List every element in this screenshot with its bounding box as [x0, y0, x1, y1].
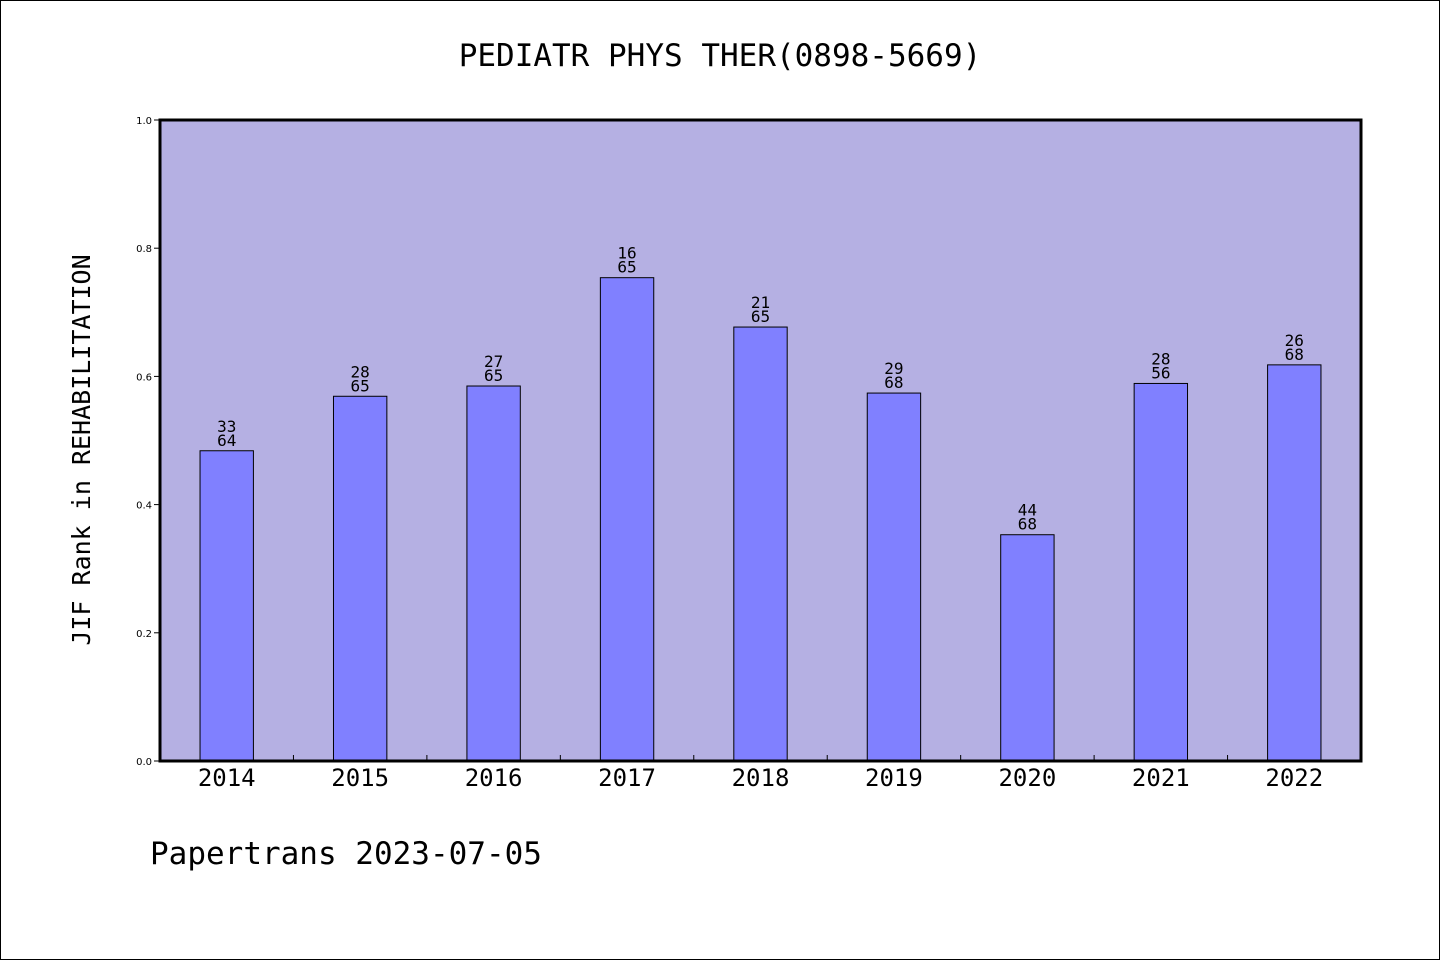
- bar-rank-label: 28: [1151, 349, 1170, 368]
- y-tick-label: 0.2: [136, 629, 152, 640]
- x-tick-label: 2020: [998, 764, 1056, 792]
- bar-rank-label: 44: [1018, 501, 1037, 520]
- bar: [199, 450, 254, 762]
- x-tick-label: 2016: [465, 764, 523, 792]
- bar: [1267, 364, 1322, 762]
- y-axis-label: JIF Rank in REHABILITATION: [67, 254, 96, 645]
- x-tick-label: 2017: [598, 764, 656, 792]
- bar: [1000, 534, 1055, 762]
- bar-total-label: 68: [884, 373, 903, 392]
- y-tick-label: 0.6: [136, 372, 152, 383]
- bar-total-label: 68: [1018, 515, 1037, 534]
- bar-rank-label: 16: [617, 244, 636, 263]
- bar: [733, 326, 788, 762]
- y-tick-label: 1.0: [136, 116, 152, 127]
- chart-title: PEDIATR PHYS THER(0898-5669): [459, 38, 982, 74]
- bar-total-label: 65: [617, 258, 636, 277]
- x-tick-label: 2019: [865, 764, 923, 792]
- bar-rank-label: 21: [751, 293, 770, 312]
- y-tick-label: 0.4: [136, 501, 152, 512]
- bar-rank-label: 28: [351, 362, 370, 381]
- bar-total-label: 65: [351, 376, 370, 395]
- bar: [332, 395, 388, 762]
- bar-rank-label: 33: [217, 417, 236, 436]
- x-tick-label: 2021: [1132, 764, 1190, 792]
- plot-border: [158, 118, 1363, 763]
- x-tick-label: 2014: [198, 764, 256, 792]
- x-tick-label: 2018: [732, 764, 790, 792]
- bar: [466, 385, 521, 762]
- footer-text: Papertrans 2023-07-05: [150, 836, 542, 872]
- bar-total-label: 56: [1151, 363, 1170, 382]
- y-tick-label: 0.8: [136, 244, 152, 255]
- x-tick-label: 2022: [1265, 764, 1323, 792]
- x-tick-label: 2015: [331, 764, 389, 792]
- bar-total-label: 64: [217, 431, 236, 450]
- bar: [1133, 382, 1189, 762]
- bar-rank-label: 29: [884, 359, 903, 378]
- bar: [599, 277, 655, 762]
- bar-total-label: 65: [751, 307, 770, 326]
- bar-total-label: 65: [484, 366, 503, 385]
- bar-rank-label: 26: [1285, 331, 1304, 350]
- bar-rank-label: 27: [484, 352, 503, 371]
- bar: [866, 392, 922, 762]
- y-tick-label: 0.0: [136, 757, 152, 768]
- bar-total-label: 68: [1285, 345, 1304, 364]
